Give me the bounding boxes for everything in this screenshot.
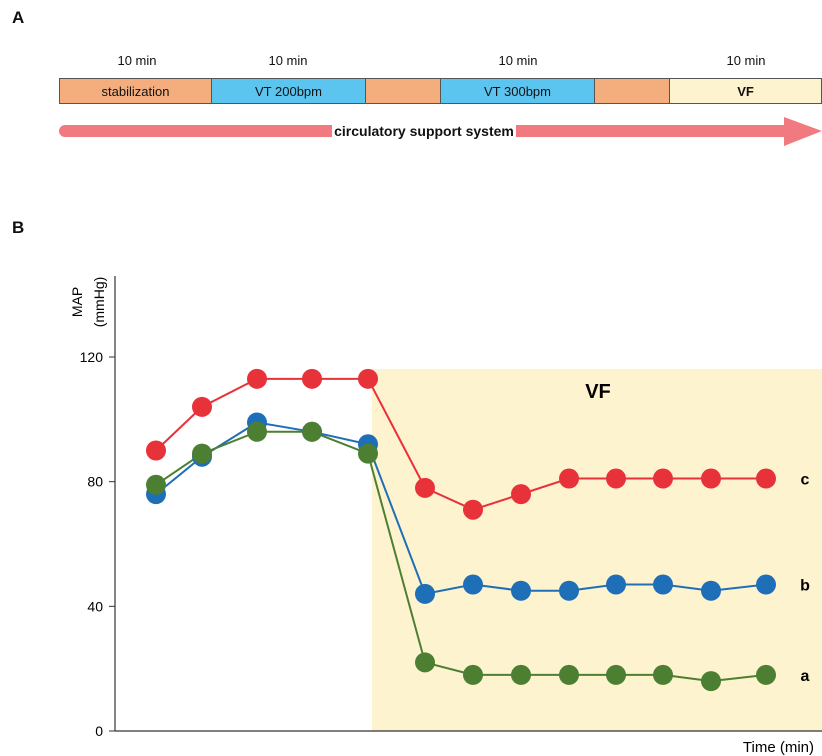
map-line-chart: VF 0 40 80 120 MAP (mmHg) Time (min) c b a [69, 276, 822, 756]
vf-shaded-region [372, 369, 822, 731]
data-point-a [415, 652, 435, 673]
data-point-a [247, 421, 267, 442]
segment-vt-300: VT 300bpm [441, 79, 595, 103]
data-point-a [701, 671, 721, 692]
vf-region-label: VF [585, 381, 611, 403]
data-point-b [756, 574, 776, 595]
data-point-a [302, 421, 322, 442]
segment-rest-1 [366, 79, 441, 103]
y-tick-label: 0 [95, 723, 103, 739]
duration-label: 10 min [268, 53, 308, 68]
panel-a-letter: A [12, 8, 25, 27]
data-point-a [653, 664, 673, 685]
data-point-c [247, 368, 267, 389]
data-point-b [606, 574, 626, 595]
y-tick-label: 80 [87, 474, 103, 490]
data-point-c [756, 468, 776, 489]
data-point-b [415, 583, 435, 604]
data-point-b [653, 574, 673, 595]
x-axis-label: Time (min) [743, 739, 814, 756]
data-point-c [701, 468, 721, 489]
data-point-b [511, 580, 531, 601]
data-point-a [606, 664, 626, 685]
series-label-b: b [800, 578, 810, 595]
data-point-a [358, 443, 378, 464]
panel-b-letter: B [12, 218, 25, 237]
data-point-c [302, 368, 322, 389]
y-tick-label: 120 [80, 349, 104, 365]
data-point-c [415, 477, 435, 498]
y-axis-unit: (mmHg) [91, 277, 107, 328]
segment-rest-2 [595, 79, 670, 103]
y-tick-label: 40 [87, 598, 103, 614]
data-point-b [701, 580, 721, 601]
data-point-a [511, 664, 531, 685]
series-label-c: c [801, 472, 810, 489]
duration-label: 10 min [498, 53, 538, 68]
data-point-c [146, 440, 166, 461]
data-point-c [463, 499, 483, 520]
data-point-a [559, 664, 579, 685]
data-point-a [756, 664, 776, 685]
duration-label: 10 min [726, 53, 766, 68]
arrow-label: circulatory support system [332, 123, 516, 139]
circulatory-support-arrow: circulatory support system [59, 117, 822, 147]
data-point-a [146, 474, 166, 495]
data-point-b [559, 580, 579, 601]
data-point-c [653, 468, 673, 489]
data-point-a [463, 664, 483, 685]
data-point-b [463, 574, 483, 595]
data-point-c [606, 468, 626, 489]
segment-vf: VF [670, 79, 821, 103]
data-point-a [192, 443, 212, 464]
duration-label: 10 min [117, 53, 157, 68]
series-label-a: a [801, 668, 810, 685]
data-point-c [559, 468, 579, 489]
data-point-c [192, 396, 212, 417]
segment-stabilization: stabilization [60, 79, 212, 103]
data-point-c [358, 368, 378, 389]
axes [114, 276, 822, 732]
data-point-c [511, 484, 531, 505]
y-axis-label: MAP [69, 287, 85, 317]
protocol-timeline: stabilization VT 200bpm VT 300bpm VF [59, 78, 822, 104]
segment-vt-200: VT 200bpm [212, 79, 366, 103]
